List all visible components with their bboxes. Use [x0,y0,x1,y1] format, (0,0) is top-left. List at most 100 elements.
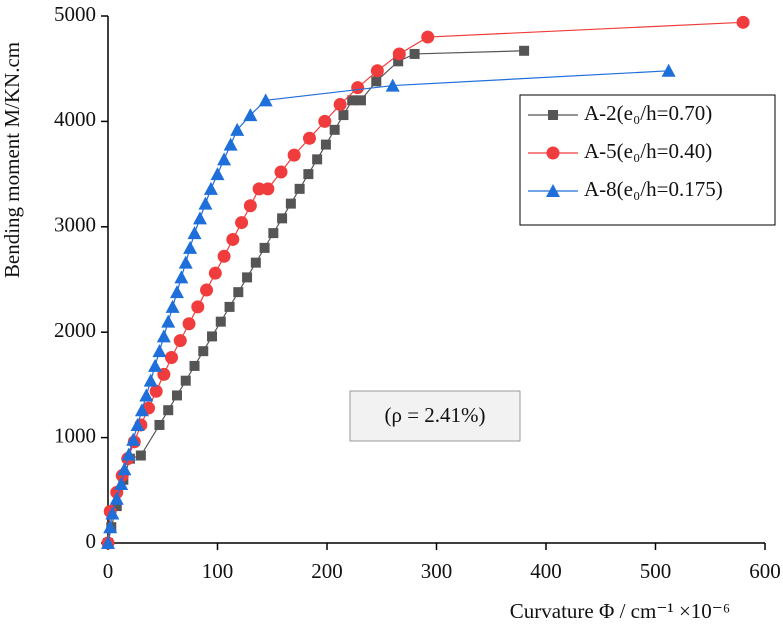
data-point [285,198,296,209]
data-point [250,257,261,268]
data-point [114,476,129,490]
data-point [143,373,158,387]
data-point [111,501,122,512]
y-tick-label: 0 [86,529,97,553]
legend-box [519,94,776,226]
x-tick-label: 500 [640,559,672,583]
data-point [370,64,384,78]
data-point [347,95,358,106]
data-point [174,270,189,284]
data-point [103,520,118,534]
data-point [130,417,145,431]
data-point [182,317,196,331]
annotation: (ρ = 2.41%) [384,403,485,427]
data-point [217,249,231,263]
x-axis-label: Curvature Φ / cm⁻¹ ×10⁻⁶ [510,599,730,623]
data-point [178,255,193,269]
x-tick-label: 400 [530,559,562,583]
data-point [224,301,235,312]
x-tick-label: 100 [202,559,234,583]
data-point [149,384,163,398]
data-point [207,331,218,342]
data-point [154,419,165,430]
data-point [183,240,198,254]
data-point [173,334,187,348]
y-tick-label: 1000 [54,423,96,447]
data-point [351,81,365,95]
series-line [107,50,525,544]
data-point [355,95,366,106]
data-point [392,47,406,61]
x-tick-label: 600 [749,559,781,583]
y-tick-label: 4000 [54,107,96,131]
data-point [303,169,314,180]
data-point [101,536,115,549]
x-tick-label: 300 [421,559,453,583]
data-point [519,45,530,56]
data-point [180,375,191,386]
data-point [320,139,331,150]
data-point [277,213,288,224]
data-point [148,358,163,372]
data-point [268,228,279,239]
data-point [409,48,420,59]
data-point [198,346,209,357]
data-point [338,110,349,121]
legend-marker [546,184,560,197]
data-point [243,199,257,213]
data-point [230,122,245,136]
data-point [333,98,347,112]
data-point [165,299,180,313]
data-point [121,447,136,461]
data-point [371,76,382,87]
data-point [210,167,225,181]
data-point [421,30,435,44]
data-point [243,108,258,122]
legend-label: A-8(e₀/h=0.175) [584,177,723,201]
data-point [203,181,218,195]
data-point [135,450,146,461]
data-point [385,78,400,92]
data-point [217,152,232,166]
data-point [312,154,323,165]
data-point [208,266,222,280]
data-point [187,226,202,240]
data-point [235,216,249,230]
y-tick-label: 3000 [54,213,96,237]
data-point [661,63,676,77]
data-point [109,491,124,505]
data-point [171,390,182,401]
data-point [126,432,141,446]
annotation-box [349,390,521,442]
data-point [258,93,273,107]
y-axis-label: Bending moment M/KN.cm [0,42,24,278]
data-point [161,314,176,328]
y-tick-label: 5000 [54,2,96,26]
data-point [393,56,404,67]
data-point [169,285,184,299]
data-point [274,165,288,179]
data-point [152,344,167,358]
data-point [192,211,207,225]
data-point [287,148,301,162]
data-point [198,196,213,210]
data-point [259,242,270,253]
legend-marker [546,146,560,160]
data-point [226,232,240,246]
legend-marker [548,110,558,120]
data-point [261,182,275,196]
data-point [329,124,340,135]
data-point [139,388,154,402]
y-tick-label: 2000 [54,318,96,342]
data-point [163,405,174,416]
x-tick-label: 200 [311,559,343,583]
data-point [156,329,171,343]
data-point [215,316,226,327]
data-point [134,403,149,417]
data-point [191,300,205,314]
data-point [165,350,179,364]
data-point [294,183,305,194]
data-point [302,131,316,145]
data-point [200,283,214,297]
